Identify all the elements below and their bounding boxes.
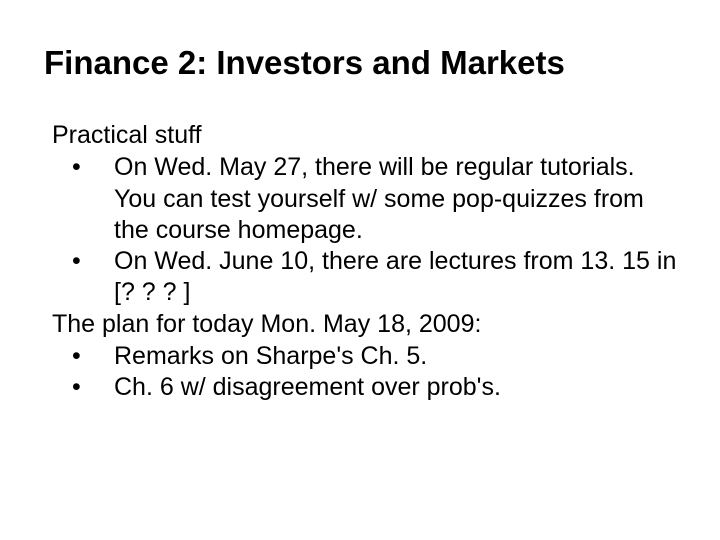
page-title: Finance 2: Investors and Markets <box>44 44 680 82</box>
bullet-text: Ch. 6 w/ disagreement over prob's. <box>114 372 680 403</box>
bullet-text: Remarks on Sharpe's Ch. 5. <box>114 341 680 372</box>
bullet-item: • Ch. 6 w/ disagreement over prob's. <box>52 372 680 403</box>
bullet-icon: • <box>72 372 114 403</box>
bullet-icon: • <box>72 246 114 277</box>
section-header-practical: Practical stuff <box>52 120 680 151</box>
bullet-icon: • <box>72 152 114 183</box>
bullet-item: • Remarks on Sharpe's Ch. 5. <box>52 341 680 372</box>
section-header-plan: The plan for today Mon. May 18, 2009: <box>52 309 680 340</box>
bullet-item: • On Wed. June 10, there are lectures fr… <box>52 246 680 309</box>
bullet-text: On Wed. June 10, there are lectures from… <box>114 246 680 309</box>
bullet-text: On Wed. May 27, there will be regular tu… <box>114 152 680 246</box>
bullet-item: • On Wed. May 27, there will be regular … <box>52 152 680 246</box>
bullet-icon: • <box>72 341 114 372</box>
content-body: Practical stuff • On Wed. May 27, there … <box>52 120 680 403</box>
